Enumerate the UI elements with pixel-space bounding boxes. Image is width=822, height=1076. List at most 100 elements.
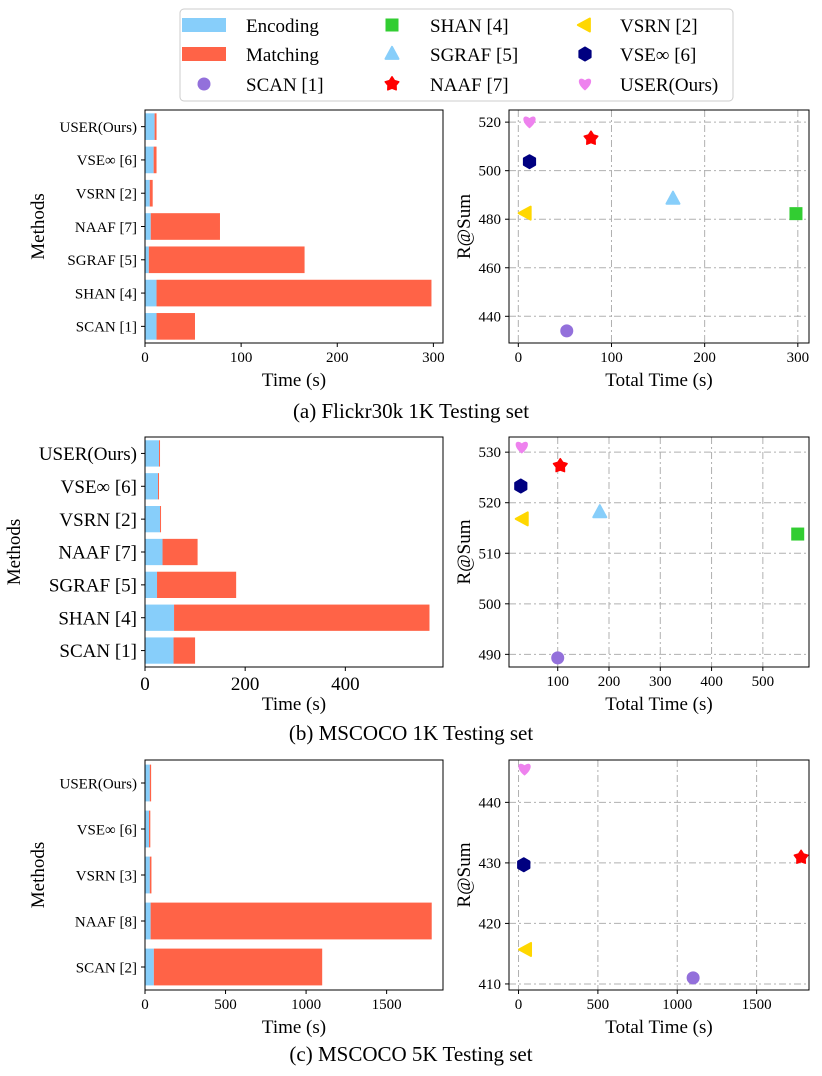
bar-matching-vse-6 <box>158 473 160 500</box>
bar-matching-scan-1 <box>156 313 195 340</box>
x-tick-label: 0 <box>141 997 149 1013</box>
y-tick-label: NAAF [7] <box>58 543 137 564</box>
y-tick-label: VSE∞ [6] <box>77 822 137 838</box>
legend: Encoding Matching SCAN [1] SHAN [4] SGRAF [5… <box>179 8 734 102</box>
y-tick-label: VSE∞ [6] <box>61 477 137 498</box>
point-shan-4 <box>791 527 805 541</box>
y-tick-label: SHAN [4] <box>58 608 137 629</box>
bar-matching-naaf-7 <box>162 538 198 566</box>
y-tick-label: 500 <box>479 164 502 180</box>
bar-encoding-user-ours <box>145 113 155 140</box>
scatter-axes-frame <box>508 109 810 344</box>
y-tick-label: USER(Ours) <box>60 120 138 136</box>
scatter-chart-2: 0 500 1000 1500 410 420 430 440 Total Time (s) R@… <box>454 759 810 1038</box>
legend-item-vsrn-2-marker <box>576 17 591 33</box>
x-axis-label: Time (s) <box>262 694 326 715</box>
bar-matching-vse-6 <box>149 810 151 848</box>
legend-item-shan-4-label: SHAN [4] <box>430 16 509 37</box>
y-tick-label: SCAN [1] <box>76 320 137 336</box>
y-axis-label: R@Sum <box>454 194 475 259</box>
legend-item-sgraf-5-marker <box>384 45 400 60</box>
y-tick-label: 530 <box>479 445 502 461</box>
x-axis-label: Total Time (s) <box>605 694 712 715</box>
x-axis-label: Total Time (s) <box>605 1017 712 1038</box>
x-tick-label: 200 <box>598 674 621 690</box>
y-tick-label: VSE∞ [6] <box>77 153 137 169</box>
x-tick-label: 200 <box>231 674 260 695</box>
x-tick-label: 400 <box>331 674 360 695</box>
x-axis-label: Time (s) <box>262 1017 326 1038</box>
bar-encoding-shan-4 <box>145 604 175 631</box>
x-axis-label: Time (s) <box>262 370 326 391</box>
bar-encoding-naaf-7 <box>145 538 163 566</box>
legend-item-sgraf-5-label: SGRAF [5] <box>430 45 518 66</box>
point-user-ours <box>518 763 531 776</box>
point-vsrn-2 <box>517 941 533 957</box>
point-shan-4 <box>789 207 803 221</box>
y-tick-label: 520 <box>479 496 502 512</box>
bar-encoding-scan-1 <box>145 637 174 664</box>
bar-matching-vsrn-2 <box>160 506 162 533</box>
y-tick-label: VSRN [3] <box>76 868 137 884</box>
point-vsrn-2 <box>514 511 529 527</box>
y-tick-label: 510 <box>479 546 502 562</box>
y-tick-label: NAAF [7] <box>75 220 137 236</box>
point-sgraf-5 <box>592 504 608 519</box>
bar-matching-shan-4 <box>174 604 430 631</box>
legend-item-vsrn-2: VSRN [2] <box>576 16 698 37</box>
y-tick-label: USER(Ours) <box>60 776 138 792</box>
legend-item-vse-6: VSE∞ [6] <box>578 45 696 66</box>
bar-encoding-sgraf-5 <box>145 571 158 598</box>
x-tick-label: 100 <box>546 674 569 690</box>
bar-encoding-user-ours <box>145 440 160 467</box>
y-tick-label: 420 <box>479 916 502 932</box>
x-tick-label: 300 <box>422 350 445 366</box>
bar-matching-scan-1 <box>173 637 196 664</box>
legend-item-naaf-7-marker <box>384 76 400 91</box>
bar-matching-vsrn-3 <box>149 856 152 894</box>
legend-item-shan-4-marker <box>385 18 399 32</box>
bar-matching-user-ours <box>154 113 157 140</box>
y-tick-label: 410 <box>479 977 502 993</box>
point-naaf-7 <box>583 130 599 145</box>
x-tick-label: 300 <box>787 350 810 366</box>
bar-matching-sgraf-5 <box>148 246 305 274</box>
bar-encoding-naaf-7 <box>145 213 151 240</box>
y-tick-label: 440 <box>479 795 502 811</box>
y-tick-label: 490 <box>479 647 502 663</box>
y-axis-label: Methods <box>28 193 49 260</box>
legend-item-sgraf-5: SGRAF [5] <box>384 45 518 66</box>
y-tick-label: 520 <box>479 115 502 131</box>
legend-item-user-ours-label: USER(Ours) <box>620 75 718 96</box>
y-tick-label: VSRN [2] <box>59 510 137 531</box>
scatter-axes-frame <box>508 759 810 991</box>
bar-matching-user-ours <box>149 764 152 802</box>
legend-item-user-ours: USER(Ours) <box>578 75 718 96</box>
x-tick-label: 1000 <box>291 997 321 1013</box>
caption-1: (b) MSCOCO 1K Testing set <box>289 721 533 745</box>
bar-encoding-naaf-8 <box>145 902 151 940</box>
x-tick-label: 500 <box>752 674 775 690</box>
bar-matching-sgraf-5 <box>157 571 237 598</box>
bar-chart-1: USER(Ours) VSE∞ [6] VSRN [2] NAAF [7] SGRAF … <box>4 436 444 715</box>
y-tick-label: NAAF [8] <box>75 914 137 930</box>
point-vsrn-2 <box>517 205 532 221</box>
scatter-chart-1: 100 200 300 400 500 490 500 510 520 530 Total Time… <box>454 436 810 715</box>
legend-item-encoding-swatch <box>182 18 226 32</box>
caption-2: (c) MSCOCO 5K Testing set <box>289 1042 532 1066</box>
point-user-ours <box>515 441 528 454</box>
scatter-chart-0: 0 100 200 300 440 460 480 500 520 Total Time (s) R… <box>454 109 810 391</box>
bar-encoding-scan-2 <box>145 948 154 986</box>
y-tick-label: SHAN [4] <box>75 286 137 302</box>
y-axis-label: Methods <box>28 842 49 909</box>
y-tick-label: 500 <box>479 597 502 613</box>
x-tick-label: 0 <box>515 350 523 366</box>
point-naaf-7 <box>552 457 568 473</box>
bar-axes-frame <box>144 436 444 668</box>
bar-encoding-vse-6 <box>145 810 150 848</box>
bar-encoding-vsrn-2 <box>145 506 161 533</box>
bar-encoding-vse-6 <box>145 473 159 500</box>
x-tick-label: 500 <box>587 997 610 1013</box>
legend-item-user-ours-marker <box>578 78 592 91</box>
